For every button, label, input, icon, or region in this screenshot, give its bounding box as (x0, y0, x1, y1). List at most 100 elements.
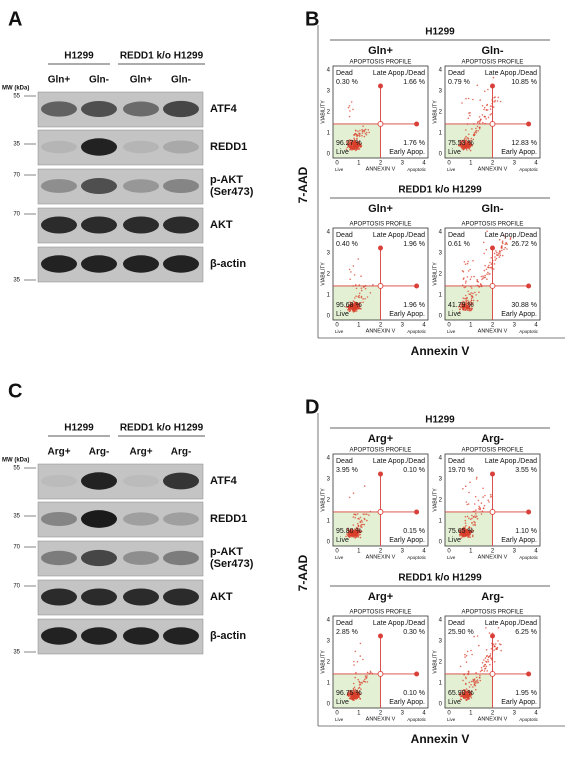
event-dot (353, 664, 355, 666)
quadrant-label: Live (336, 311, 349, 318)
event-dot (465, 533, 468, 536)
lane-label: Arg+ (129, 447, 152, 458)
quadrant-value: 6.25 % (515, 629, 537, 636)
event-dot (358, 145, 361, 147)
event-dot (483, 276, 485, 279)
event-dot (354, 297, 356, 299)
event-dot (348, 694, 351, 697)
event-dot (359, 143, 362, 145)
event-dot (366, 681, 369, 683)
event-dot (482, 507, 485, 509)
gate-handle (526, 121, 532, 127)
event-dot (352, 699, 355, 701)
axis-end-label: Apoptotic (407, 717, 427, 722)
event-dot (479, 679, 482, 682)
x-tick-label: 2 (379, 711, 383, 717)
x-tick-label: 2 (379, 549, 383, 555)
axis-name: ANNEXIN V (478, 166, 508, 172)
event-dot (464, 302, 466, 305)
event-dot (499, 251, 501, 253)
quadrant-label: Live (448, 699, 461, 706)
event-dot (359, 132, 361, 135)
event-dot (470, 684, 472, 686)
mw-marker: 70 (13, 545, 20, 551)
x-tick-label: 1 (469, 711, 473, 717)
event-dot (352, 689, 355, 691)
quadrant-label: Late Apop./Dead (485, 232, 537, 239)
event-dot (354, 688, 356, 691)
event-dot (462, 278, 465, 280)
protein-label: ATF4 (210, 475, 238, 487)
event-dot (359, 516, 362, 519)
event-dot (470, 276, 473, 278)
event-dot (465, 280, 467, 283)
event-dot (461, 302, 463, 305)
event-dot (364, 678, 366, 681)
event-dot (353, 660, 355, 663)
column-label: Arg+ (368, 591, 393, 603)
x-tick-label: 2 (491, 711, 495, 717)
event-dot (466, 304, 468, 307)
event-dot (483, 115, 486, 118)
event-dot (470, 292, 473, 294)
x-axis-title: Annexin V (411, 344, 470, 358)
event-dot (473, 503, 476, 505)
event-dot (486, 230, 488, 233)
event-dot (479, 283, 482, 286)
event-dot (459, 693, 461, 696)
event-dot (475, 513, 477, 515)
protein-label: β-actin (210, 258, 246, 270)
event-dot (364, 128, 367, 131)
mw-marker: 35 (13, 278, 20, 284)
x-tick-label: 2 (491, 161, 495, 167)
event-dot (465, 501, 468, 503)
event-dot (489, 114, 492, 116)
gate-center (489, 121, 496, 127)
event-dot (481, 669, 484, 672)
event-dot (463, 147, 465, 149)
quadrant-label: Dead (336, 70, 353, 77)
axis-name: ANNEXIN V (366, 554, 396, 560)
event-dot (355, 134, 358, 136)
axis-end-label: Live (447, 555, 456, 560)
quadrant-value: 26.72 % (511, 241, 537, 248)
event-dot (351, 532, 353, 535)
event-dot (488, 264, 490, 267)
event-dot (477, 499, 480, 502)
event-dot (469, 149, 472, 152)
x-tick-label: 4 (534, 323, 538, 329)
event-dot (349, 309, 352, 312)
quadrant-value: 25.90 % (448, 629, 474, 636)
event-dot (493, 661, 496, 663)
event-dot (356, 689, 359, 691)
y-tick-label: 4 (439, 618, 443, 624)
blot-band (41, 550, 77, 566)
event-dot (360, 287, 363, 290)
event-dot (362, 513, 365, 515)
event-dot (495, 250, 497, 252)
gate-center (489, 283, 496, 289)
y-tick-label: 0 (327, 152, 331, 158)
event-dot (466, 503, 469, 506)
event-dot (472, 299, 475, 302)
blot-band (41, 179, 77, 193)
event-dot (464, 691, 467, 694)
blot-band (41, 255, 77, 273)
gate-center (377, 283, 384, 289)
event-dot (504, 243, 507, 246)
event-dot (358, 680, 361, 683)
event-dot (483, 106, 486, 109)
event-dot (471, 307, 473, 309)
event-dot (467, 536, 469, 538)
event-dot (363, 135, 366, 138)
event-dot (372, 284, 374, 286)
protein-label: AKT (210, 591, 233, 603)
event-dot (357, 134, 359, 137)
x-tick-label: 2 (491, 323, 495, 329)
event-dot (357, 517, 360, 520)
panel-label: C (8, 380, 22, 402)
event-dot (458, 311, 461, 313)
event-dot (470, 301, 472, 303)
event-dot (353, 301, 356, 304)
event-dot (355, 531, 357, 533)
